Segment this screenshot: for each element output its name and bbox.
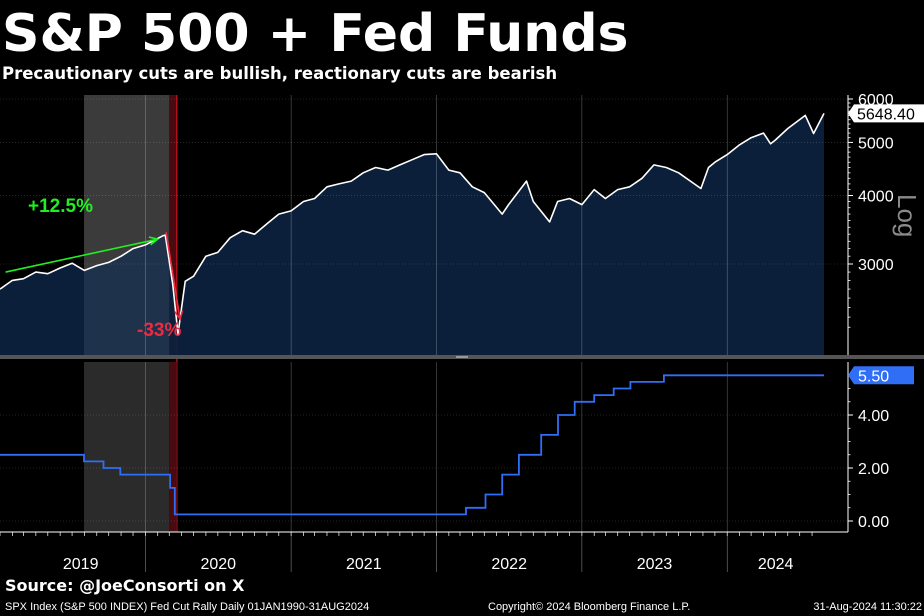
spx-area-fill (0, 113, 824, 356)
x-tick-label-2021: 2021 (346, 556, 382, 573)
x-tick-label-2022: 2022 (491, 556, 527, 573)
source-credit: Source: @JoeConsorti on X (5, 576, 245, 595)
panel-resize-handle[interactable] (456, 356, 468, 358)
annotation-label-down: -33% (137, 320, 181, 341)
shaded-period-reactionary (169, 95, 177, 355)
x-tick-label-2019: 2019 (63, 556, 99, 573)
fed-funds-panel: 0.00 2.00 4.00 5.50 (0, 362, 914, 532)
annotation-arrow-up (5, 238, 158, 273)
log-scale-label: Log (892, 194, 922, 237)
spx-line (0, 113, 825, 335)
footer-series-info: SPX Index (S&P 500 INDEX) Fed Cut Rally … (5, 601, 370, 613)
x-tick-label-2020: 2020 (200, 556, 236, 573)
fed-funds-last-value-label: 5.50 (858, 368, 889, 385)
x-tick-label-2024: 2024 (758, 556, 794, 573)
spx-last-value-tag (848, 104, 924, 123)
x-tick-label-2023: 2023 (637, 556, 673, 573)
fed-funds-last-value-tag (848, 366, 914, 385)
chart-subtitle: Precautionary cuts are bullish, reaction… (2, 64, 558, 83)
y-tick-label-upper: 5000 (858, 135, 894, 152)
y-tick-label-upper: 4000 (858, 189, 894, 206)
chart-title: S&P 500 + Fed Funds (2, 4, 629, 64)
annotation-arrowhead-down (174, 310, 184, 321)
x-axis: 2019 2020 2021 2022 2023 2024 (0, 531, 848, 573)
footer-copyright: Copyright© 2024 Bloomberg Finance L.P. (488, 601, 691, 613)
fed-funds-line (0, 374, 824, 516)
annotation-label-up: +12.5% (28, 196, 93, 217)
shaded-period-precautionary-lower (84, 362, 170, 532)
spx-last-value-label: 5648.40 (857, 106, 915, 123)
precautionary-overlay (84, 95, 170, 355)
y-tick-label-lower: 0.00 (858, 514, 889, 531)
annotation-arrow-down (165, 231, 181, 320)
y-tick-label-lower: 4.00 (858, 408, 889, 425)
footer-timestamp: 31-Aug-2024 11:30:22 (813, 601, 922, 613)
y-tick-label-lower: 2.00 (858, 461, 889, 478)
x-axis-band (0, 532, 848, 572)
y-tick-label-upper: 3000 (858, 257, 894, 274)
annotation-arrowhead-up (148, 236, 160, 246)
shaded-period-reactionary-lower (169, 362, 177, 532)
